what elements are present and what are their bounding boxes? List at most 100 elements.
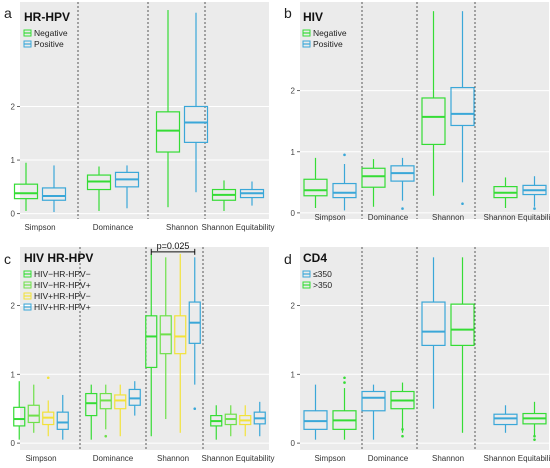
outlier-point [533,438,536,441]
box-d-3-1 [522,401,547,441]
legend-label: Negative [313,28,347,38]
box-iqr [155,111,181,153]
box-iqr [421,97,446,146]
panel-title: HR-HPV [24,10,70,24]
x-category-label: Shannon Equitability [484,213,550,222]
box-c-3-1 [224,405,237,437]
p-value-label: p=0.025 [157,241,190,251]
box-d-1-1 [390,382,415,438]
box-a-2-1 [183,12,209,193]
outlier-point [533,207,536,210]
plot-background [300,2,549,219]
y-tick-label: 0 [11,210,16,219]
panel-c: 0 1 2 Simpson Dominance Shannon Shannon Equita… [4,241,274,463]
box-b-0-0 [303,157,328,208]
box-iqr [114,394,127,410]
box-iqr [493,413,518,426]
plot-background [20,2,269,219]
box-b-1-1 [390,157,415,210]
box-c-2-1 [159,257,172,420]
box-d-1-0 [361,384,386,440]
box-iqr [174,315,187,355]
box-a-3-1 [239,181,265,206]
legend-label: Positive [313,39,343,49]
x-category-label: Simpson [314,454,345,463]
y-tick-label: 0 [291,209,296,218]
box-c-0-1 [27,384,40,433]
box-iqr [361,167,386,188]
box-a-0-1 [41,165,67,213]
panel-title: CD4 [303,251,327,265]
outlier-point [343,153,346,157]
box-d-2-1 [450,257,475,433]
legend-label: HIV−HR-HPV+ [34,280,91,290]
box-c-3-0 [210,405,223,440]
x-category-label: Shannon [166,223,198,232]
panel-letter: a [4,5,12,21]
y-tick-label: 2 [11,301,16,310]
box-d-0-1 [332,376,357,440]
box-iqr [41,187,67,201]
box-c-2-0 [145,253,158,437]
box-c-1-1 [99,384,112,438]
panel-letter: d [284,251,292,267]
box-c-2-2 [174,253,187,433]
box-iqr [183,105,209,143]
box-iqr [303,178,328,197]
x-category-label: Shannon [157,454,189,463]
box-c-2-3 [188,257,201,411]
outlier-point [343,381,346,384]
box-iqr [13,183,39,200]
legend-label: Negative [34,28,68,38]
y-tick-label: 1 [291,148,296,157]
outlier-point [193,407,197,411]
box-b-3-1 [522,176,547,210]
y-tick-label: 2 [291,87,296,96]
box-c-0-3 [56,394,69,440]
legend-label: HIV+HR-HPV+ [34,302,91,312]
box-d-0-0 [303,384,328,440]
box-a-0-0 [13,162,39,211]
y-tick-label: 1 [291,370,296,379]
outlier-point [401,434,404,438]
y-tick-label: 2 [291,301,296,310]
legend-label: HIV+HR-HPV− [34,291,91,301]
x-category-label: Dominance [368,213,409,222]
box-a-1-1 [114,165,140,209]
y-tick-label: 0 [291,439,296,448]
outlier-point [343,376,346,380]
box-b-1-0 [361,159,386,207]
box-iqr [27,404,40,424]
panel-letter: b [284,5,292,21]
x-category-label: Simpson [314,213,345,222]
box-iqr [361,390,386,412]
box-c-1-2 [114,384,127,437]
x-category-label: Shannon Equitability [484,454,550,463]
x-category-label: Shannon Equitability [202,223,275,232]
outlier-point [461,202,464,206]
panel-letter: c [4,251,11,267]
box-iqr [145,315,158,369]
legend-label: >350 [313,280,332,290]
box-iqr [332,182,357,199]
outlier-point [46,376,50,380]
box-a-3-0 [211,180,237,211]
legend: ≤350>350 [302,269,332,290]
box-b-2-0 [421,11,446,196]
box-c-3-3 [253,401,266,437]
x-category-label: Shannon [432,454,464,463]
box-iqr [421,301,446,347]
x-category-label: Shannon Equitability [202,454,275,463]
plot-background [20,247,269,450]
plot-background [300,247,549,450]
box-c-1-3 [128,381,141,416]
outlier-point [104,434,108,438]
legend-label: Positive [34,39,64,49]
panel-title: HIV [303,10,323,24]
box-c-0-0 [13,381,26,440]
legend-label: HIV−HR-HPV− [34,269,91,279]
panel-title: HIV HR-HPV [24,251,93,265]
